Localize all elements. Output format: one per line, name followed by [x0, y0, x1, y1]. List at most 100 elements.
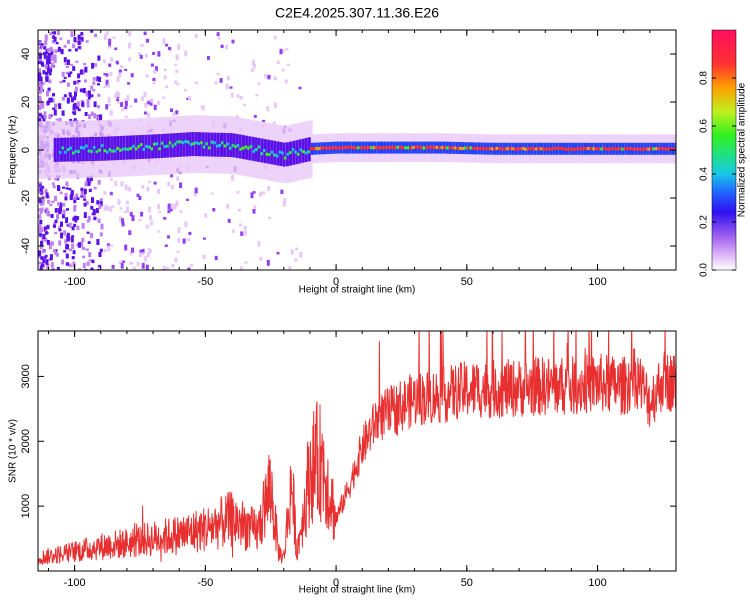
spectrogram-core-cell [498, 146, 501, 150]
spectrogram-noise-cell [100, 223, 104, 230]
spectrogram-noise-cell [56, 267, 60, 270]
spectrogram-halo-cell [49, 121, 54, 179]
spectrogram-core-cell [422, 146, 425, 150]
spectrogram-core-cell [626, 147, 629, 151]
spectrogram-noise-cell [47, 214, 51, 217]
spectrogram-noise-cell [225, 44, 229, 50]
spectrogram-noise-cell [46, 60, 49, 66]
spectrogram-core-cell [534, 147, 538, 151]
spectrogram-noise-cell [40, 101, 43, 105]
spectrogram-noise-cell [96, 200, 100, 205]
spectrogram-core-cell [571, 147, 574, 151]
spectrogram-band-cell [78, 137, 82, 162]
spectrogram-core-cell [194, 141, 198, 145]
spectrogram-noise-cell [103, 206, 107, 211]
spectrogram-noise-cell [103, 248, 107, 253]
spectrogram-noise-cell [63, 57, 67, 63]
spectrogram-noise-cell [112, 36, 116, 39]
spectrogram-core-cell [168, 141, 172, 145]
spectrogram-noise-cell [179, 210, 183, 213]
spectrogram-noise-cell [116, 76, 120, 82]
spectrogram-noise-cell [126, 200, 129, 204]
spectrogram-core-cell [312, 147, 316, 151]
spectrogram-noise-cell [216, 72, 220, 75]
spectrogram-band-cell [91, 137, 95, 161]
spectrogram-noise-cell [83, 198, 87, 201]
spectrogram-noise-cell [190, 263, 194, 267]
spectrogram-core-cell [529, 147, 533, 151]
spectrogram-noise-cell [243, 103, 246, 107]
spectrogram-noise-cell [82, 255, 86, 259]
spectrogram-noise-cell [52, 107, 56, 110]
spectrogram-noise-cell [117, 199, 121, 205]
spectrogram-core-cell [584, 147, 588, 151]
spectrogram-noise-cell [187, 238, 191, 242]
spectrogram-noise-cell [83, 202, 87, 207]
spectrogram-noise-cell [93, 216, 97, 221]
spectrogram-core-cell [411, 146, 415, 150]
spectrogram-core-cell [377, 146, 381, 150]
spectrogram-noise-cell [50, 241, 54, 246]
spectrogram-noise-cell [121, 107, 125, 112]
spectrogram-noise-cell [146, 39, 150, 43]
colorbar-label: Normalized spectral amplitude [737, 82, 748, 217]
spectrogram-noise-cell [153, 104, 157, 111]
spectrogram-noise-cell [87, 241, 91, 244]
spectrogram-core-cell [231, 143, 235, 147]
spectrogram-noise-cell [63, 94, 67, 98]
spectrogram-band-cell [103, 136, 107, 161]
spectrogram-band-cell [88, 137, 92, 162]
spectrogram-core-cell [58, 151, 62, 154]
spectrogram-noise-cell [68, 263, 72, 268]
spectrogram-noise-cell [71, 226, 75, 231]
y-tick-label: 20 [20, 96, 32, 108]
spectrogram-noise-cell [80, 32, 84, 36]
spectrogram-core-cell [325, 146, 329, 150]
spectrogram-noise-cell [243, 230, 247, 236]
spectrogram-core-cell [236, 144, 240, 147]
spectrogram-noise-cell [116, 62, 120, 65]
spectrogram-noise-cell [124, 184, 128, 191]
spectrogram-cells [38, 30, 676, 270]
spectrogram-core-cell [181, 141, 185, 145]
spectrogram-band-cell [210, 132, 214, 157]
spectrogram-noise-cell [54, 195, 57, 202]
spectrogram-noise-cell [90, 30, 94, 33]
spectrogram-noise-cell [109, 110, 113, 116]
spectrogram-noise-cell [44, 64, 48, 69]
spectrogram-noise-cell [250, 68, 254, 72]
spectrogram-core-cell [283, 156, 287, 160]
spectrogram-core-cell [268, 153, 271, 157]
spectrogram-noise-cell [64, 196, 68, 201]
spectrogram-noise-cell [103, 73, 107, 76]
spectrogram-noise-cell [229, 86, 233, 89]
spectrogram-core-cell [69, 146, 72, 150]
spectrogram-noise-cell [76, 216, 80, 220]
spectrogram-noise-cell [120, 263, 124, 269]
spectrogram-noise-cell [50, 262, 54, 268]
spectrogram-core-cell [592, 147, 595, 151]
spectrogram-core-cell [160, 141, 164, 145]
spectrogram-noise-cell [273, 102, 277, 109]
spectrogram-noise-cell [124, 106, 128, 110]
spectrogram-core-cell [82, 146, 86, 150]
spectrogram-noise-cell [212, 208, 216, 212]
spectrogram-noise-cell [107, 45, 111, 49]
spectrogram-noise-cell [77, 34, 81, 40]
spectrogram-noise-cell [58, 240, 62, 246]
spectrogram-noise-cell [96, 115, 100, 119]
spectrogram-noise-cell [170, 203, 174, 209]
spectrogram-noise-cell [239, 223, 242, 227]
spectrogram-noise-cell [80, 194, 84, 198]
spectrogram-noise-cell [39, 219, 43, 225]
spectrogram-noise-cell [92, 209, 96, 212]
spectrogram-noise-cell [86, 176, 90, 182]
spectrogram-noise-cell [120, 102, 124, 107]
spectrogram-core-cell [171, 144, 174, 148]
spectrogram-noise-cell [68, 92, 72, 96]
spectrogram-noise-cell [165, 85, 169, 89]
spectrogram-noise-cell [47, 52, 51, 58]
spectrogram-core-cell [153, 142, 156, 146]
spectrogram-noise-cell [139, 54, 143, 59]
